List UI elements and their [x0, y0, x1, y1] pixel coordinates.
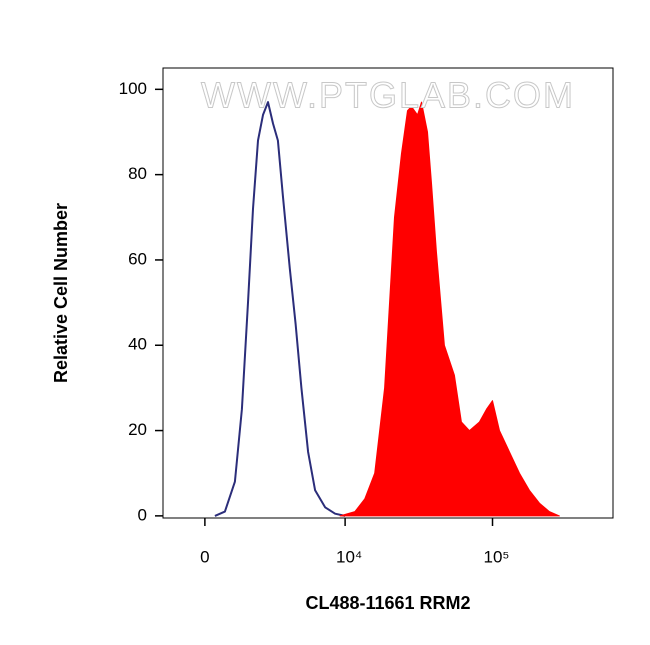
x-tick-label: 0 — [200, 547, 209, 566]
y-tick-label: 80 — [128, 164, 147, 183]
plot-marks — [214, 101, 560, 517]
outline-histogram — [214, 101, 346, 517]
y-tick-label: 40 — [128, 335, 147, 354]
y-tick-label: 0 — [138, 505, 147, 524]
y-tick-label: 20 — [128, 420, 147, 439]
y-tick-label: 60 — [128, 249, 147, 268]
x-axis-label: CL488-11661 RRM2 — [305, 593, 470, 613]
filled-histogram — [339, 101, 560, 517]
plot-frame — [162, 67, 614, 519]
x-tick-label: 10⁵ — [484, 547, 510, 566]
watermark: WWW.PTGLAB.COM — [201, 75, 575, 116]
y-tick-label: 100 — [119, 79, 147, 98]
y-axis-label: Relative Cell Number — [51, 203, 71, 383]
x-tick-label: 10⁴ — [336, 547, 362, 566]
